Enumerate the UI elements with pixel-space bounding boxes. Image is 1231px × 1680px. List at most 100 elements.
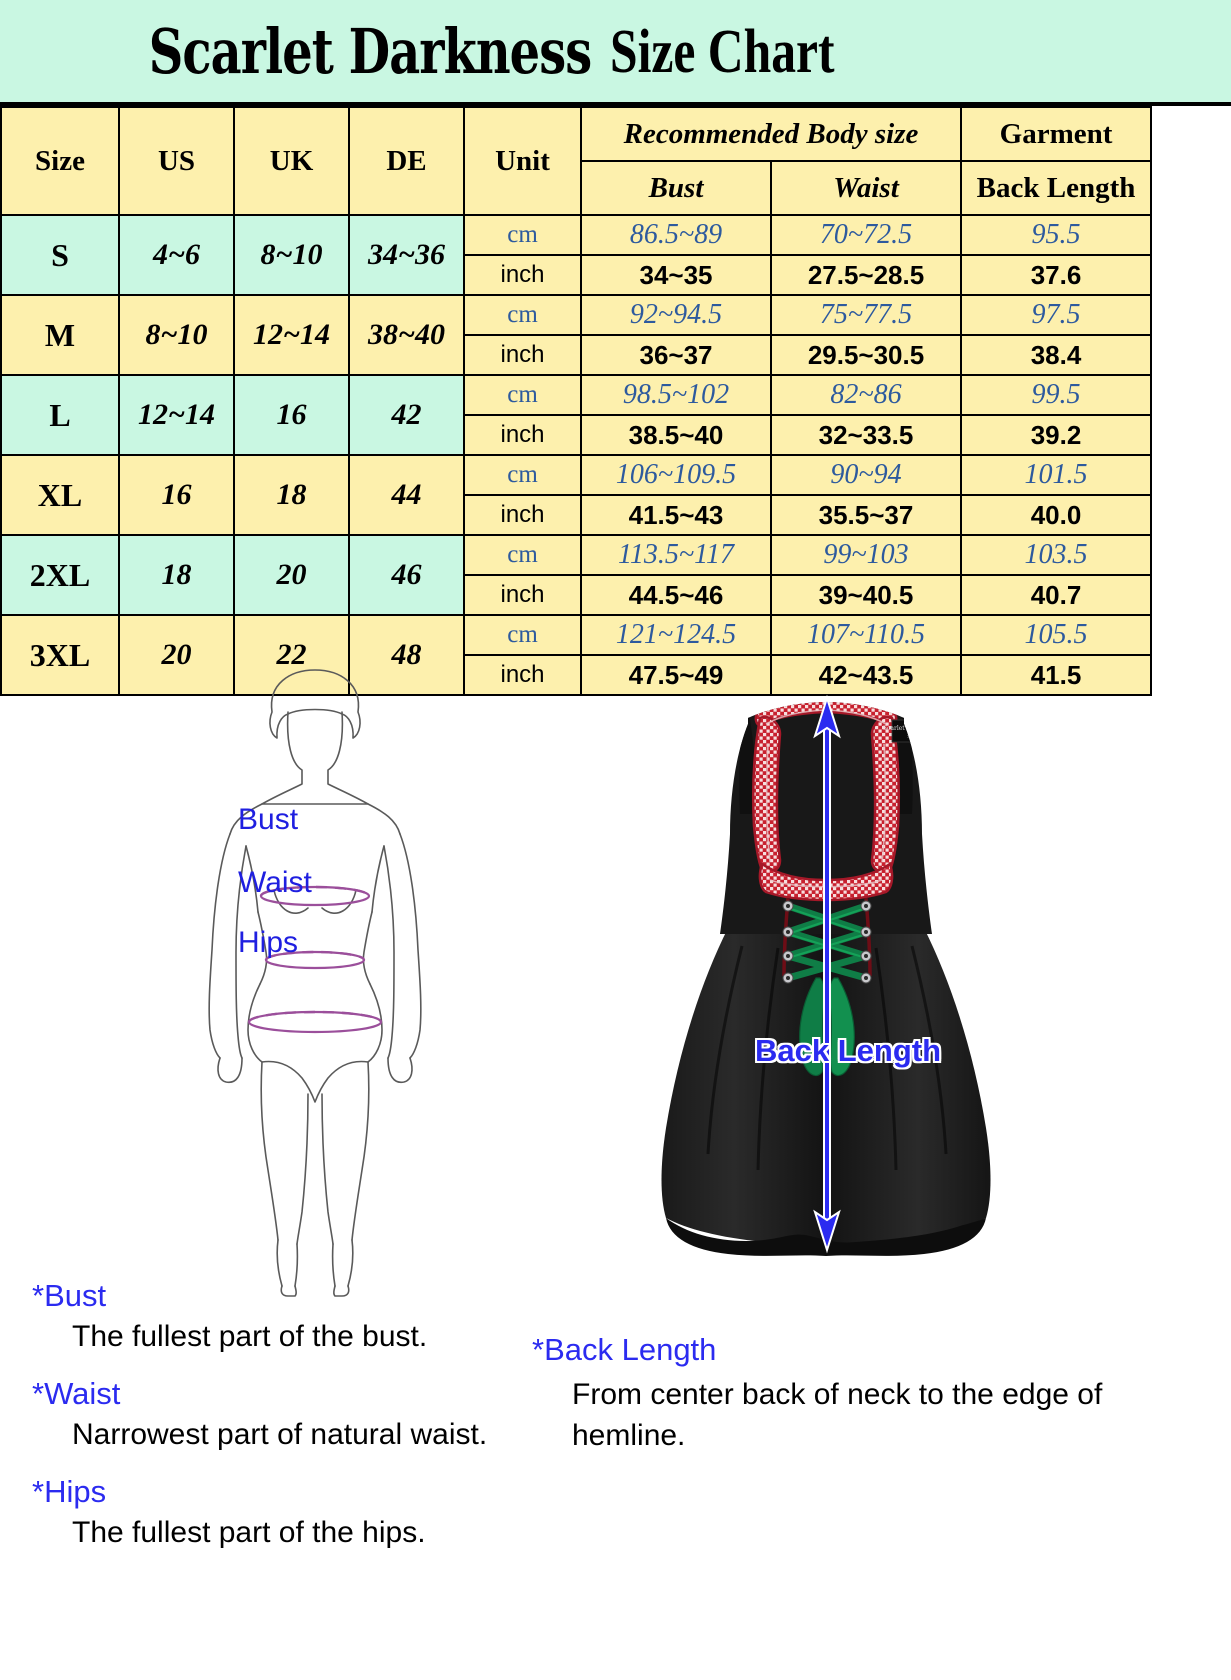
brand-logo: Scarlet Darkness bbox=[148, 16, 592, 88]
cell-size: L bbox=[0, 374, 120, 456]
cell-back-length-inch: 40.7 bbox=[960, 574, 1153, 616]
waist-measure-line bbox=[264, 950, 366, 970]
col-header-us: US bbox=[118, 106, 235, 216]
cell-unit-cm: cm bbox=[463, 534, 582, 576]
back-length-overlay-label: Back Length bbox=[755, 1033, 942, 1068]
cell-bust-inch: 41.5~43 bbox=[580, 494, 772, 536]
table-row: inch 38.5~40 32~33.5 39.2 bbox=[1, 414, 1153, 456]
dress-product-image: Scarlet Darkness S bbox=[630, 684, 1050, 1264]
cell-us: 20 bbox=[118, 614, 235, 696]
cell-bust-cm: 86.5~89 bbox=[580, 214, 772, 256]
svg-text:S: S bbox=[907, 734, 911, 740]
cell-waist-inch: 27.5~28.5 bbox=[769, 254, 963, 296]
cell-waist-cm: 75~77.5 bbox=[769, 294, 963, 336]
cell-bust-cm: 92~94.5 bbox=[580, 294, 772, 336]
table-row: inch 36~37 29.5~30.5 38.4 bbox=[1, 334, 1153, 376]
page-title: Size Chart bbox=[610, 17, 835, 86]
col-header-bust: Bust bbox=[580, 160, 772, 216]
note-description: From center back of neck to the edge of … bbox=[572, 1378, 1103, 1453]
cell-waist-cm: 82~86 bbox=[769, 374, 963, 416]
size-chart-table: Size US UK DE Unit Recommended Body size… bbox=[0, 106, 1153, 696]
cell-unit-inch: inch bbox=[463, 494, 582, 536]
cell-unit-cm: cm bbox=[463, 294, 582, 336]
note-term: *Hips bbox=[32, 1474, 107, 1509]
cell-uk: 22 bbox=[233, 614, 350, 696]
cell-uk: 20 bbox=[233, 534, 350, 616]
cell-bust-cm: 106~109.5 bbox=[580, 454, 772, 496]
cell-uk: 16 bbox=[233, 374, 350, 456]
col-header-back-length: Back Length bbox=[960, 160, 1153, 216]
cell-de: 48 bbox=[348, 614, 465, 696]
table-row: inch 47.5~49 42~43.5 41.5 bbox=[1, 654, 1153, 696]
cell-bust-cm: 121~124.5 bbox=[580, 614, 772, 656]
cell-bust-cm: 98.5~102 bbox=[580, 374, 772, 416]
cell-bust-cm: 113.5~117 bbox=[580, 534, 772, 576]
cell-us: 18 bbox=[118, 534, 235, 616]
cell-bust-inch: 47.5~49 bbox=[580, 654, 772, 696]
col-header-size: Size bbox=[0, 106, 120, 216]
col-header-waist: Waist bbox=[769, 160, 963, 216]
note-term: *Waist bbox=[32, 1376, 121, 1411]
cell-size: 2XL bbox=[0, 534, 120, 616]
cell-back-length-cm: 105.5 bbox=[960, 614, 1153, 656]
cell-de: 34~36 bbox=[348, 214, 465, 296]
cell-back-length-cm: 99.5 bbox=[960, 374, 1153, 416]
col-header-garment: Garment bbox=[960, 106, 1153, 162]
cell-back-length-inch: 40.0 bbox=[960, 494, 1153, 536]
notes-right-column: *Back Length From center back of neck to … bbox=[532, 1332, 1112, 1467]
table-row: inch 41.5~43 35.5~37 40.0 bbox=[1, 494, 1153, 536]
cell-us: 16 bbox=[118, 454, 235, 536]
body-measurement-diagram: Bust Waist Hips bbox=[150, 664, 480, 1304]
cell-unit-inch: inch bbox=[463, 654, 582, 696]
cell-back-length-inch: 37.6 bbox=[960, 254, 1153, 296]
table-row: S 4~6 8~10 34~36 cm 86.5~89 70~72.5 95.5 bbox=[0, 214, 1153, 296]
cell-back-length-cm: 101.5 bbox=[960, 454, 1153, 496]
table-row: M 8~10 12~14 38~40 cm 92~94.5 75~77.5 97.5 bbox=[0, 294, 1153, 376]
cell-size: 3XL bbox=[0, 614, 120, 696]
cell-unit-inch: inch bbox=[463, 334, 582, 376]
label-hips: Hips bbox=[238, 926, 299, 959]
cell-bust-inch: 34~35 bbox=[580, 254, 772, 296]
note-description: The fullest part of the bust. bbox=[72, 1320, 428, 1353]
note-description: The fullest part of the hips. bbox=[72, 1516, 426, 1549]
hips-measure-line bbox=[247, 1010, 383, 1034]
col-header-de: DE bbox=[348, 106, 465, 216]
table-row: inch 44.5~46 39~40.5 40.7 bbox=[1, 574, 1153, 616]
cell-back-length-cm: 103.5 bbox=[960, 534, 1153, 576]
cell-back-length-cm: 97.5 bbox=[960, 294, 1153, 336]
cell-unit-inch: inch bbox=[463, 254, 582, 296]
col-header-unit: Unit bbox=[463, 106, 582, 216]
table-row: L 12~14 16 42 cm 98.5~102 82~86 99.5 bbox=[0, 374, 1153, 456]
dress-svg: Scarlet Darkness S bbox=[661, 694, 991, 1256]
table-row: XL 16 18 44 cm 106~109.5 90~94 101.5 bbox=[0, 454, 1153, 536]
cell-waist-cm: 90~94 bbox=[769, 454, 963, 496]
cell-waist-inch: 39~40.5 bbox=[769, 574, 963, 616]
table-row: inch 34~35 27.5~28.5 37.6 bbox=[1, 254, 1153, 296]
notes-left-column: *Bust The fullest part of the bust. *Waist… bbox=[32, 1278, 572, 1572]
cell-uk: 8~10 bbox=[233, 214, 350, 296]
back-length-arrow bbox=[813, 694, 841, 1254]
cell-uk: 18 bbox=[233, 454, 350, 536]
figures-area: Bust Waist Hips bbox=[0, 664, 1231, 1304]
cell-bust-inch: 36~37 bbox=[580, 334, 772, 376]
cell-unit-inch: inch bbox=[463, 414, 582, 456]
cell-size: M bbox=[0, 294, 120, 376]
cell-unit-inch: inch bbox=[463, 574, 582, 616]
cell-unit-cm: cm bbox=[463, 454, 582, 496]
cell-unit-cm: cm bbox=[463, 614, 582, 656]
body-outline-svg bbox=[208, 669, 422, 1297]
table-row: 2XL 18 20 46 cm 113.5~117 99~103 103.5 bbox=[0, 534, 1153, 616]
cell-waist-cm: 107~110.5 bbox=[769, 614, 963, 656]
cell-back-length-inch: 39.2 bbox=[960, 414, 1153, 456]
cell-back-length-inch: 38.4 bbox=[960, 334, 1153, 376]
cell-size: XL bbox=[0, 454, 120, 536]
svg-text:Scarlet Darkness: Scarlet Darkness bbox=[883, 725, 935, 732]
cell-de: 46 bbox=[348, 534, 465, 616]
note-term: *Bust bbox=[32, 1278, 107, 1313]
cell-bust-inch: 38.5~40 bbox=[580, 414, 772, 456]
cell-back-length-inch: 41.5 bbox=[960, 654, 1153, 696]
col-header-uk: UK bbox=[233, 106, 350, 216]
cell-waist-cm: 99~103 bbox=[769, 534, 963, 576]
note-term: *Back Length bbox=[532, 1332, 717, 1367]
cell-back-length-cm: 95.5 bbox=[960, 214, 1153, 256]
